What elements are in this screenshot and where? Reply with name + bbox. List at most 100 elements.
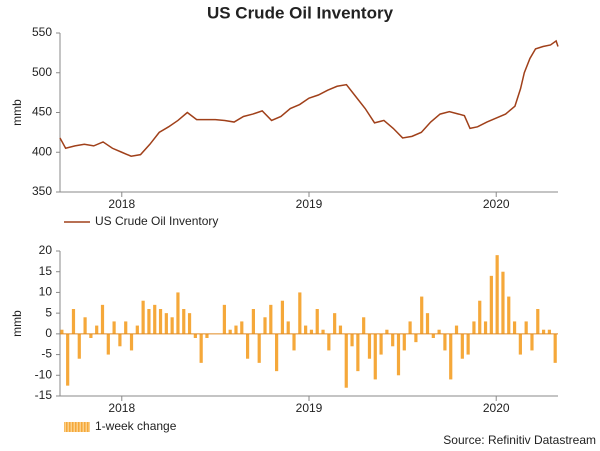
bar (164, 313, 168, 334)
bar (280, 300, 285, 334)
bar (205, 333, 209, 338)
y-tick-label: 20 (39, 243, 53, 257)
bar (182, 309, 186, 334)
bar (396, 333, 401, 376)
bar (391, 333, 395, 347)
bar (408, 321, 412, 334)
x-tick-label: 2018 (108, 401, 135, 415)
bar (356, 333, 360, 372)
x-tick-label: 2019 (296, 197, 323, 211)
bar (315, 309, 319, 334)
bar (199, 333, 203, 363)
bar (89, 333, 93, 338)
bar (240, 321, 244, 334)
bar (129, 333, 134, 351)
bar (414, 333, 418, 343)
bar (425, 313, 430, 334)
bar (518, 333, 522, 355)
y-tick-label: 550 (32, 25, 52, 39)
y-axis-label: mmb (10, 310, 24, 337)
x-tick-label: 2018 (108, 197, 135, 211)
bar (193, 333, 197, 338)
bar (431, 333, 435, 338)
y-tick-label: 350 (32, 184, 52, 198)
bar (112, 321, 116, 334)
bar (547, 329, 551, 334)
bar (443, 333, 447, 351)
bar (106, 333, 110, 355)
bar (170, 317, 174, 334)
bar (292, 333, 296, 351)
bar (379, 333, 383, 355)
bar (141, 300, 145, 334)
bar (524, 321, 528, 334)
bar (437, 329, 441, 334)
bar (228, 329, 232, 334)
bar (135, 325, 139, 334)
bar (327, 333, 331, 351)
bar (344, 333, 348, 388)
bar (275, 333, 279, 372)
bar (507, 296, 511, 334)
y-tick-label: -5 (41, 347, 52, 361)
bar (234, 325, 238, 334)
bar (489, 275, 493, 334)
bar (530, 333, 534, 351)
bar (71, 309, 76, 334)
bar (472, 321, 476, 334)
y-tick-label: 5 (45, 305, 52, 319)
y-axis-label: mmb (10, 99, 24, 126)
x-tick-label: 2020 (483, 401, 510, 415)
bar (286, 321, 290, 334)
chart-title: US Crude Oil Inventory (207, 3, 394, 22)
bar (124, 321, 128, 334)
y-tick-label: 450 (32, 105, 52, 119)
bar (454, 325, 459, 334)
bar (60, 329, 64, 334)
bar (466, 333, 470, 355)
bar (321, 329, 325, 334)
bar (449, 333, 453, 380)
y-tick-label: 15 (39, 264, 53, 278)
bar (176, 292, 180, 334)
bar (222, 304, 226, 334)
x-tick-label: 2020 (483, 197, 510, 211)
bar (333, 313, 337, 334)
bar (512, 321, 517, 334)
y-tick-label: 500 (32, 65, 52, 79)
legend-label: 1-week change (95, 419, 177, 433)
bar (304, 325, 308, 334)
bar (373, 333, 377, 380)
bar (153, 304, 157, 334)
bar (245, 333, 250, 359)
bar (118, 333, 122, 347)
bar (147, 309, 151, 334)
bar (269, 304, 273, 334)
bar (95, 325, 99, 334)
bar (338, 325, 343, 334)
bar (402, 333, 406, 351)
source: Source: Refinitiv Datastream (443, 433, 596, 447)
bar (309, 329, 314, 334)
bar (187, 313, 192, 334)
y-tick-label: -10 (35, 367, 53, 381)
bar (251, 309, 255, 334)
bar (158, 309, 163, 334)
bar (553, 333, 557, 363)
bar (460, 333, 464, 359)
bar (385, 329, 389, 334)
y-tick-label: 400 (32, 144, 52, 158)
bar (350, 333, 354, 347)
bar (478, 300, 482, 334)
y-tick-label: -15 (35, 388, 53, 402)
bar (367, 333, 372, 359)
bar (420, 296, 424, 334)
bar (362, 317, 366, 334)
bar (77, 333, 81, 359)
bar (541, 329, 546, 334)
bar (298, 292, 302, 334)
bar (83, 317, 87, 334)
y-tick-label: 0 (45, 326, 52, 340)
